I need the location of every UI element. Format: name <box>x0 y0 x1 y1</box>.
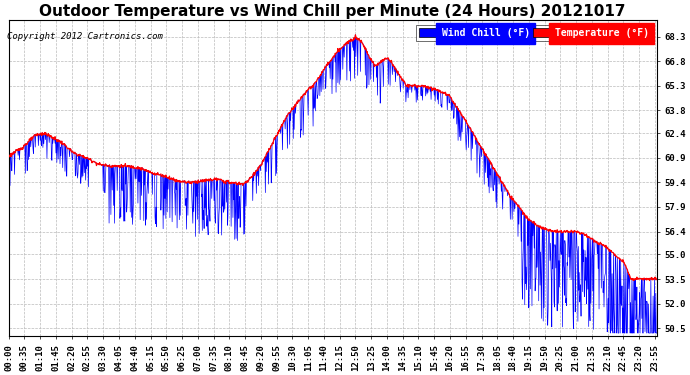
Legend: Wind Chill (°F), Temperature (°F): Wind Chill (°F), Temperature (°F) <box>416 25 652 41</box>
Title: Outdoor Temperature vs Wind Chill per Minute (24 Hours) 20121017: Outdoor Temperature vs Wind Chill per Mi… <box>39 4 626 19</box>
Text: Copyright 2012 Cartronics.com: Copyright 2012 Cartronics.com <box>7 32 163 41</box>
